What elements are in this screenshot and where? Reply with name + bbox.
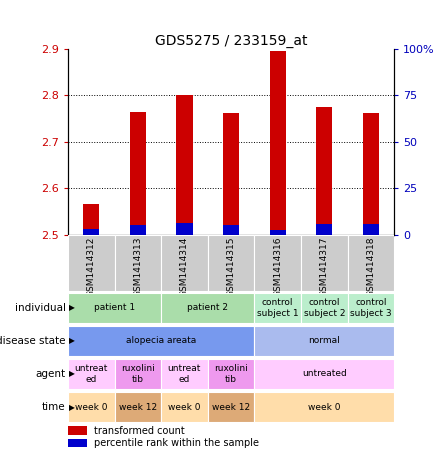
Bar: [363, 224, 379, 235]
Bar: [161, 359, 208, 389]
Bar: [208, 392, 254, 422]
Text: GSM1414318: GSM1414318: [367, 236, 375, 297]
Text: untreat
ed: untreat ed: [168, 364, 201, 384]
Text: week 12: week 12: [119, 403, 157, 411]
Text: untreat
ed: untreat ed: [74, 364, 108, 384]
Bar: [208, 235, 254, 291]
Bar: [316, 107, 332, 235]
Bar: [363, 112, 379, 235]
Text: ▶: ▶: [69, 370, 74, 378]
Text: individual: individual: [15, 303, 66, 313]
Bar: [130, 225, 146, 235]
Bar: [68, 426, 88, 435]
Text: patient 1: patient 1: [94, 304, 135, 312]
Bar: [176, 96, 193, 235]
Bar: [176, 223, 193, 235]
Text: control
subject 3: control subject 3: [350, 298, 392, 318]
Text: alopecia areata: alopecia areata: [126, 337, 196, 345]
Bar: [161, 392, 208, 422]
Text: GSM1414317: GSM1414317: [320, 236, 329, 297]
Text: ▶: ▶: [69, 304, 74, 312]
Bar: [68, 359, 114, 389]
Title: GDS5275 / 233159_at: GDS5275 / 233159_at: [155, 34, 307, 48]
Text: GSM1414316: GSM1414316: [273, 236, 282, 297]
Bar: [68, 439, 88, 447]
Text: agent: agent: [35, 369, 66, 379]
Text: week 12: week 12: [212, 403, 250, 411]
Bar: [254, 235, 301, 291]
Bar: [301, 293, 348, 323]
Bar: [83, 204, 99, 235]
Text: GSM1414314: GSM1414314: [180, 236, 189, 297]
Bar: [316, 224, 332, 235]
Bar: [254, 392, 394, 422]
Text: untreated: untreated: [302, 370, 346, 378]
Text: week 0: week 0: [308, 403, 340, 411]
Bar: [161, 235, 208, 291]
Bar: [130, 111, 146, 235]
Bar: [114, 235, 161, 291]
Text: GSM1414312: GSM1414312: [87, 236, 95, 297]
Bar: [114, 359, 161, 389]
Text: ▶: ▶: [69, 337, 74, 345]
Bar: [348, 293, 394, 323]
Bar: [83, 229, 99, 235]
Bar: [269, 51, 286, 235]
Bar: [254, 293, 301, 323]
Text: week 0: week 0: [168, 403, 201, 411]
Text: control
subject 2: control subject 2: [304, 298, 345, 318]
Text: ruxolini
tib: ruxolini tib: [214, 364, 248, 384]
Bar: [254, 326, 394, 356]
Text: control
subject 1: control subject 1: [257, 298, 298, 318]
Text: ▶: ▶: [69, 403, 74, 411]
Text: ruxolini
tib: ruxolini tib: [121, 364, 155, 384]
Text: week 0: week 0: [75, 403, 107, 411]
Text: transformed count: transformed count: [94, 425, 185, 435]
Bar: [161, 293, 254, 323]
Bar: [348, 235, 394, 291]
Text: patient 2: patient 2: [187, 304, 228, 312]
Bar: [223, 225, 239, 235]
Text: time: time: [42, 402, 66, 412]
Bar: [68, 293, 161, 323]
Bar: [223, 112, 239, 235]
Text: disease state: disease state: [0, 336, 66, 346]
Text: GSM1414313: GSM1414313: [133, 236, 142, 297]
Text: normal: normal: [308, 337, 340, 345]
Bar: [68, 326, 254, 356]
Bar: [301, 235, 348, 291]
Text: GSM1414315: GSM1414315: [226, 236, 236, 297]
Bar: [254, 359, 394, 389]
Bar: [114, 392, 161, 422]
Bar: [68, 392, 114, 422]
Bar: [269, 230, 286, 235]
Bar: [68, 235, 114, 291]
Bar: [208, 359, 254, 389]
Text: percentile rank within the sample: percentile rank within the sample: [94, 438, 259, 448]
